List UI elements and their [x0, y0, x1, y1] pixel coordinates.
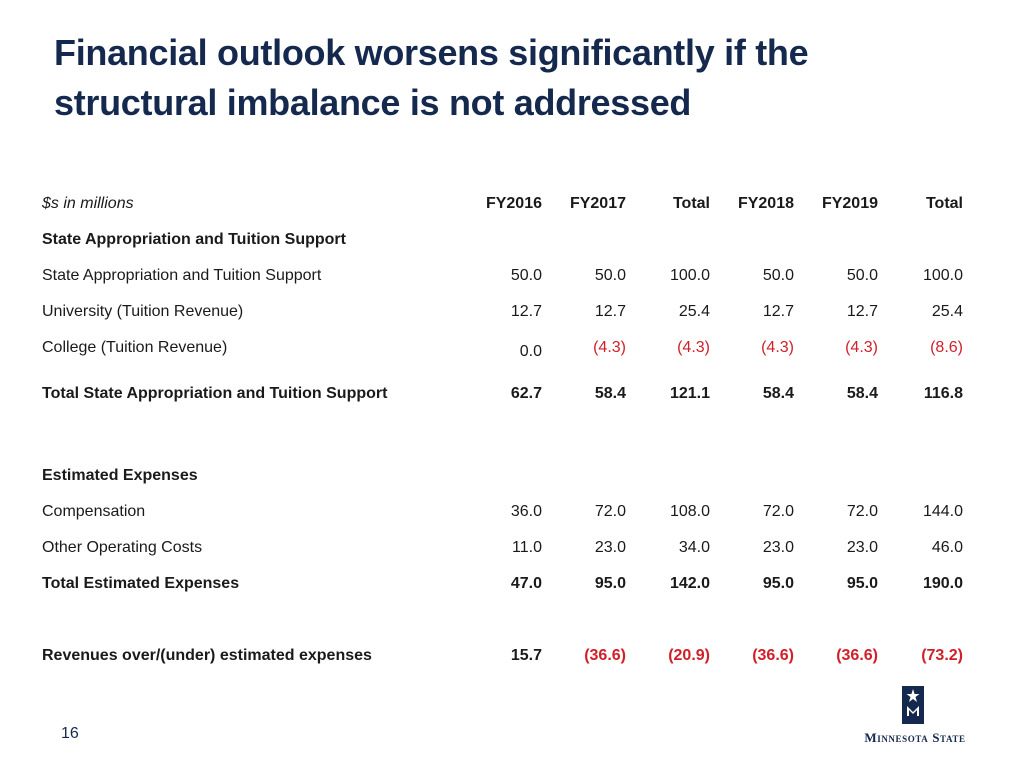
- total-value: 58.4: [762, 385, 794, 402]
- net-label: Revenues over/(under) estimated expenses: [42, 647, 372, 664]
- section-heading-row: State Appropriation and Tuition Support: [42, 222, 966, 258]
- column-header: FY2016: [485, 195, 542, 212]
- financial-table: $s in millions FY2016 FY2017 Total FY201…: [42, 186, 966, 674]
- total-value: 58.4: [846, 385, 878, 402]
- row-value: 12.7: [762, 303, 794, 320]
- column-header: FY2017: [569, 195, 626, 212]
- slide-title-line-1: Financial outlook worsens significantly …: [54, 32, 809, 73]
- table-row: Compensation 36.0 72.0 108.0 72.0 72.0 1…: [42, 494, 966, 530]
- row-value: 23.0: [594, 539, 626, 556]
- row-value: 0.0: [519, 343, 542, 360]
- row-label: University (Tuition Revenue): [42, 303, 244, 320]
- total-value: 47.0: [510, 575, 542, 592]
- total-value: 95.0: [846, 575, 878, 592]
- row-value: 100.0: [669, 267, 710, 284]
- net-value-negative: (36.6): [752, 647, 794, 664]
- row-label: Other Operating Costs: [42, 539, 203, 556]
- section-heading: State Appropriation and Tuition Support: [42, 231, 346, 248]
- row-value: 34.0: [678, 539, 710, 556]
- total-value: 62.7: [510, 385, 542, 402]
- total-row: Total State Appropriation and Tuition Su…: [42, 376, 966, 412]
- star-m-logo-icon: [902, 686, 924, 724]
- row-value-negative: (4.3): [677, 339, 710, 356]
- table-header-row: $s in millions FY2016 FY2017 Total FY201…: [42, 186, 966, 222]
- row-value: 144.0: [922, 503, 963, 520]
- total-value: 116.8: [923, 385, 963, 402]
- row-value: 23.0: [762, 539, 794, 556]
- net-value-negative: (20.9): [668, 647, 710, 664]
- total-label: Total State Appropriation and Tuition Su…: [42, 385, 388, 402]
- row-value: 12.7: [510, 303, 542, 320]
- total-value: 58.4: [594, 385, 626, 402]
- row-value: 36.0: [510, 503, 542, 520]
- total-value: 95.0: [762, 575, 794, 592]
- total-value: 95.0: [594, 575, 626, 592]
- table-row: College (Tuition Revenue) 0.0 (4.3) (4.3…: [42, 330, 966, 366]
- total-value: 190.0: [922, 575, 963, 592]
- row-label: State Appropriation and Tuition Support: [42, 267, 322, 284]
- total-value: 142.0: [669, 575, 710, 592]
- section-heading-row: Estimated Expenses: [42, 458, 966, 494]
- section-heading: Estimated Expenses: [42, 467, 198, 484]
- total-value: 121.1: [669, 385, 710, 402]
- row-value-negative: (4.3): [761, 339, 794, 356]
- row-value: 11.0: [512, 539, 542, 556]
- row-value: 50.0: [510, 267, 542, 284]
- column-header: FY2019: [821, 195, 878, 212]
- row-value: 72.0: [594, 503, 626, 520]
- row-value: 12.7: [594, 303, 626, 320]
- row-value: 23.0: [846, 539, 878, 556]
- column-header: FY2018: [737, 195, 794, 212]
- net-value-negative: (73.2): [921, 647, 963, 664]
- row-value: 50.0: [762, 267, 794, 284]
- table-row: Other Operating Costs 11.0 23.0 34.0 23.…: [42, 530, 966, 566]
- row-value: 46.0: [931, 539, 963, 556]
- column-header: Total: [672, 195, 710, 212]
- row-label: Compensation: [42, 503, 146, 520]
- slide-title: Financial outlook worsens significantly …: [54, 28, 954, 128]
- row-value: 25.4: [931, 303, 963, 320]
- column-header: Total: [925, 195, 963, 212]
- row-value: 100.0: [922, 267, 963, 284]
- row-value: 50.0: [594, 267, 626, 284]
- table-row: State Appropriation and Tuition Support …: [42, 258, 966, 294]
- row-value: 108.0: [669, 503, 710, 520]
- row-value-negative: (4.3): [845, 339, 878, 356]
- row-value-negative: (4.3): [593, 339, 626, 356]
- row-value: 50.0: [846, 267, 878, 284]
- row-value: 12.7: [846, 303, 878, 320]
- row-value-negative: (8.6): [930, 339, 963, 356]
- page-number: 16: [61, 725, 79, 742]
- total-label: Total Estimated Expenses: [42, 575, 240, 592]
- row-value: 72.0: [762, 503, 794, 520]
- total-row: Total Estimated Expenses 47.0 95.0 142.0…: [42, 566, 966, 602]
- table-row: University (Tuition Revenue) 12.7 12.7 2…: [42, 294, 966, 330]
- units-label: $s in millions: [42, 195, 134, 212]
- logo-text: Minnesota State: [864, 730, 966, 745]
- net-value: 15.7: [510, 647, 542, 664]
- minnesota-state-logo: Minnesota State: [850, 686, 980, 750]
- row-label: College (Tuition Revenue): [42, 339, 228, 356]
- net-value-negative: (36.6): [584, 647, 626, 664]
- slide-title-line-2: structural imbalance is not addressed: [54, 82, 692, 123]
- row-value: 72.0: [846, 503, 878, 520]
- net-value-negative: (36.6): [836, 647, 878, 664]
- net-row: Revenues over/(under) estimated expenses…: [42, 638, 966, 674]
- row-value: 25.4: [678, 303, 710, 320]
